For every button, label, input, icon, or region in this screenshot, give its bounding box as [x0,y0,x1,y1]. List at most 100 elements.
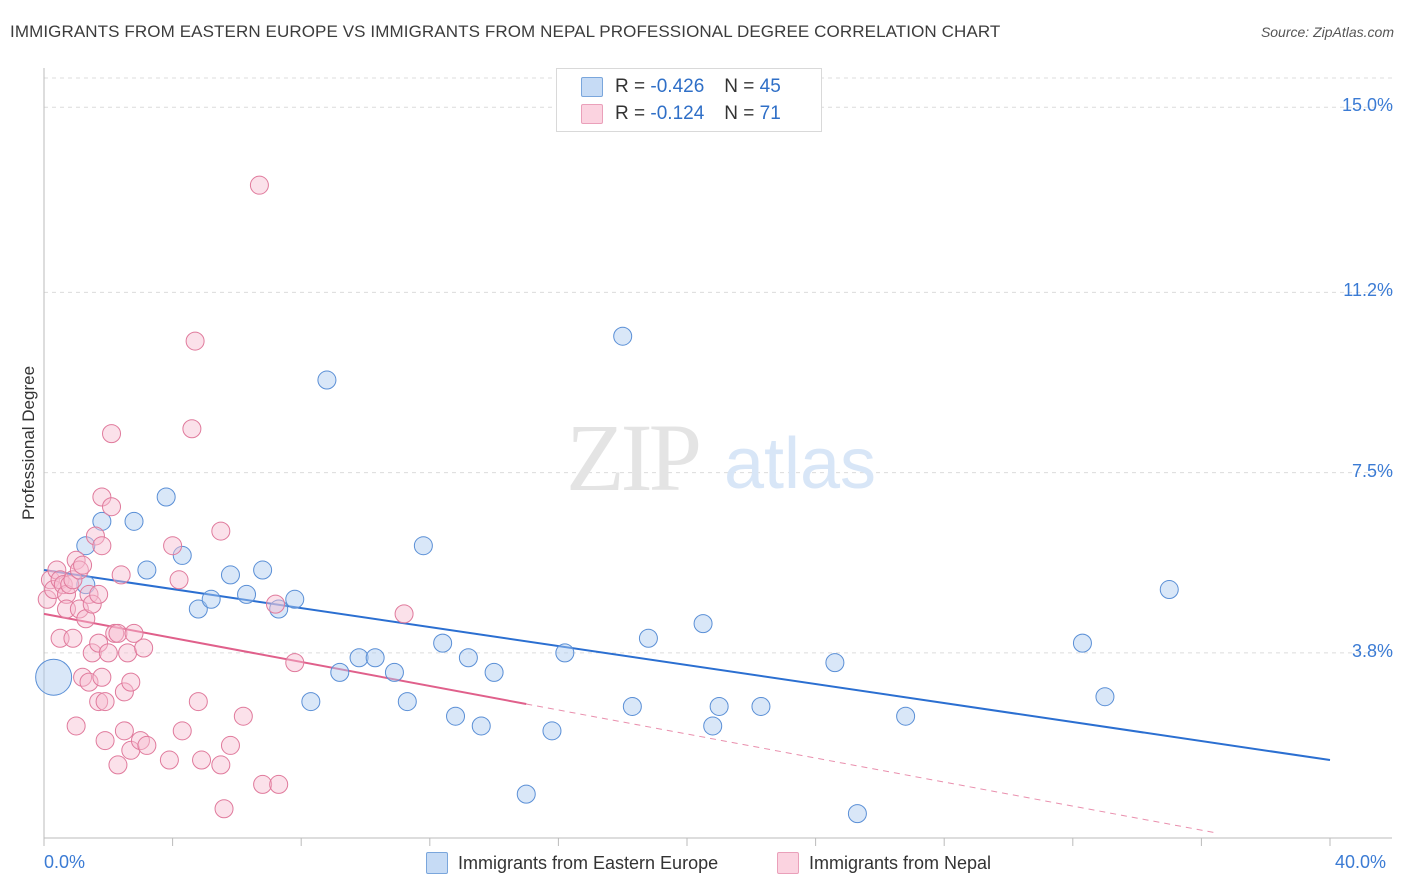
y-tick-label: 11.2% [1343,280,1393,301]
point-pink [211,755,231,775]
point-blue [613,326,633,346]
point-blue [188,599,208,619]
trend-line-dashed-pink [526,703,1218,834]
point-pink [95,731,115,751]
point-pink [220,735,240,755]
point-blue [172,545,192,565]
point-pink [98,643,118,663]
point-pink [108,623,128,643]
point-blue [330,662,350,682]
trend-lines [43,569,1331,834]
point-pink [214,799,234,819]
point-pink [89,692,109,712]
point-blue [253,560,273,580]
point-blue [201,589,221,609]
point-pink [114,721,134,741]
point-blue [220,565,240,585]
point-pink [169,570,189,590]
point-blue [693,614,713,634]
series-swatch-blue [426,852,448,874]
point-pink [79,672,99,692]
series-label: Immigrants from Nepal [809,852,992,873]
point-blue [433,633,453,653]
point-blue [471,716,491,736]
point-pink [66,716,86,736]
point-pink [265,594,285,614]
point-pink [130,731,150,751]
point-pink [37,589,57,609]
trend-line-pink [43,612,527,705]
point-pink [285,653,305,673]
point-blue [847,804,867,824]
point-blue [622,696,642,716]
point-pink [95,692,115,712]
point-pink [118,643,138,663]
series-legend-nepal: Immigrants from Nepal [777,852,991,874]
legend-row-eastern-europe: R = -0.426 N = 45 [581,76,781,98]
y-axis-label: Professional Degree [19,365,38,520]
watermark-zip: ZIP [566,404,699,511]
point-blue [237,584,257,604]
point-pink [249,175,269,195]
point-pink [188,692,208,712]
point-blue [156,487,176,507]
y-tick-label: 7.5% [1351,460,1393,481]
point-pink [63,570,83,590]
point-blue [1159,580,1179,600]
point-blue [301,692,321,712]
point-blue [542,721,562,741]
legend-row-nepal: R = -0.124 N = 71 [581,103,781,125]
correlation-legend: R = -0.426 N = 45 R = -0.124 N = 71 [556,68,822,132]
point-blue [35,658,73,696]
point-pink [124,623,144,643]
point-pink [182,419,202,439]
point-pink [114,682,134,702]
trend-line-blue [43,569,1331,762]
point-pink [111,565,131,585]
legend-r-value: -0.124 [650,103,705,124]
legend-n-label: N = [724,76,755,97]
point-pink [82,643,102,663]
legend-n-label: N = [724,103,755,124]
point-blue [516,784,536,804]
data-points [35,175,1179,824]
point-pink [92,536,112,556]
point-pink [89,633,109,653]
point-blue [365,648,385,668]
point-pink [159,750,179,770]
axes [43,68,1392,846]
point-pink [82,594,102,614]
watermark-atlas: atlas [724,424,876,504]
point-blue [703,716,723,736]
point-pink [121,672,141,692]
point-pink [192,750,212,770]
point-pink [102,424,122,444]
point-pink [211,521,231,541]
legend-n-value: 71 [759,103,781,124]
point-pink [73,555,93,575]
chart-title: IMMIGRANTS FROM EASTERN EUROPE VS IMMIGR… [10,22,1001,41]
source-credit: Source: ZipAtlas.com [1260,24,1394,40]
legend-swatch-pink [581,104,603,124]
y-tick-label: 3.8% [1351,640,1393,661]
point-blue [709,696,729,716]
point-pink [69,599,89,619]
point-blue [384,662,404,682]
point-pink [137,735,157,755]
point-pink [92,487,112,507]
legend-r-value: -0.426 [650,76,705,97]
point-pink [394,604,414,624]
x-tick-label-max: 40.0% [1335,852,1387,872]
point-blue [555,643,575,663]
point-blue [413,536,433,556]
legend-swatch-blue [581,77,603,97]
point-blue [317,370,337,390]
point-blue [285,589,305,609]
point-pink [102,497,122,517]
x-tick-label-min: 0.0% [44,852,86,872]
point-pink [108,755,128,775]
point-blue [397,692,417,712]
point-pink [253,774,273,794]
point-pink [85,526,105,546]
